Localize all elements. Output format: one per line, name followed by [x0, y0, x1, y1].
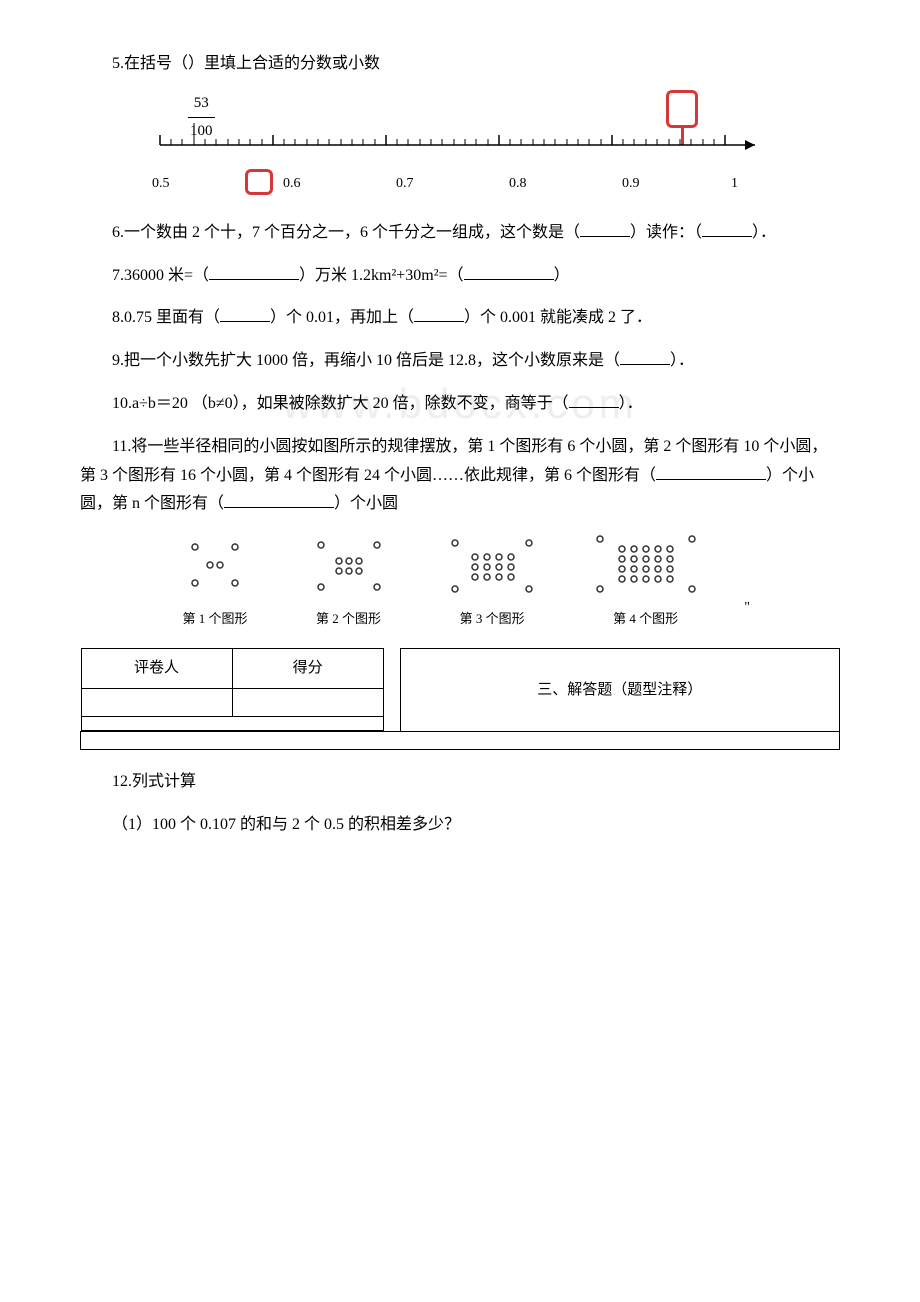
q8-prefix: 8.0.75 里面有（ [112, 309, 220, 326]
pattern-1-label: 第 1 个图形 [170, 607, 260, 630]
number-line-svg [140, 113, 780, 193]
tick-label: 0.9 [622, 171, 640, 196]
fill-blank[interactable] [580, 221, 630, 237]
score-bottom-cell [81, 717, 383, 731]
pattern-3-label: 第 3 个图形 [437, 607, 547, 630]
tick-label: 1 [731, 171, 738, 196]
q10-suffix: ）． [619, 395, 643, 412]
ditto-mark: " [744, 595, 750, 620]
watermark-container: www.bdocx.com 10.a÷b＝20 （b≠0），如果被除数扩大 20… [80, 390, 840, 419]
q7-prefix: 7.36000 米=（ [112, 267, 209, 284]
q11-figure: 第 1 个图形 第 2 个图形 [170, 533, 750, 630]
grader-header: 评卷人 [81, 649, 232, 689]
section-3-title: 三、解答题（题型注释） [400, 648, 839, 732]
fill-blank[interactable] [464, 264, 554, 280]
pattern-3: 第 3 个图形 [437, 535, 547, 630]
question-5: 5.在括号（）里填上合适的分数或小数 [80, 50, 840, 79]
q9-suffix: ）． [670, 352, 694, 369]
score-table: 评卷人 得分 三、解答题（题型注释） [80, 648, 840, 751]
tick-label: 0.7 [396, 171, 414, 196]
question-6: 6.一个数由 2 个十，7 个百分之一，6 个千分之一组成，这个数是（ ）读作：（… [80, 219, 840, 248]
q5-text: 5.在括号（）里填上合适的分数或小数 [112, 55, 380, 72]
pattern-2: 第 2 个图形 [299, 535, 399, 630]
score-header: 得分 [232, 649, 383, 689]
fill-blank[interactable] [220, 306, 270, 322]
fill-blank[interactable] [702, 221, 752, 237]
fill-blank[interactable] [620, 349, 670, 365]
question-7: 7.36000 米=（ ）万米 1.2km²+30m²=（ ） [80, 262, 840, 291]
question-10: 10.a÷b＝20 （b≠0），如果被除数扩大 20 倍，除数不变，商等于（ ）． [80, 390, 840, 419]
pattern-4-svg [586, 533, 706, 595]
question-12: 12.列式计算 [80, 768, 840, 797]
answer-box-bottom[interactable] [245, 169, 273, 195]
q12-title: 12.列式计算 [112, 773, 196, 790]
q11-suffix: ）个小圆 [334, 495, 398, 512]
q10-prefix: 10.a÷b＝20 （b≠0），如果被除数扩大 20 倍，除数不变，商等于（ [112, 395, 569, 412]
q8-mid2: ）个 0.001 就能凑成 2 了． [464, 309, 652, 326]
q6-suffix: ）． [752, 224, 776, 241]
fill-blank[interactable] [209, 264, 299, 280]
question-11: 11.将一些半径相同的小圆按如图所示的规律摆放，第 1 个图形有 6 个小圆，第… [80, 433, 840, 519]
tick-label: 0.6 [283, 171, 301, 196]
q12-sub1-text: （1）100 个 0.107 的和与 2 个 0.5 的积相差多少？ [112, 816, 460, 833]
fill-blank[interactable] [414, 306, 464, 322]
question-9: 9.把一个小数先扩大 1000 倍，再缩小 10 倍后是 12.8，这个小数原来… [80, 347, 840, 376]
grader-cell[interactable] [81, 689, 232, 717]
q5-figure: 53 100 0.5 [140, 93, 840, 203]
number-line: 53 100 0.5 [140, 93, 780, 203]
question-8: 8.0.75 里面有（ ）个 0.01，再加上（ ）个 0.001 就能凑成 2 了… [80, 304, 840, 333]
pattern-4: 第 4 个图形 [586, 533, 706, 630]
q6-prefix: 6.一个数由 2 个十，7 个百分之一，6 个千分之一组成，这个数是（ [112, 224, 580, 241]
pattern-3-svg [437, 535, 547, 595]
fill-blank[interactable] [569, 392, 619, 408]
q7-mid: ）万米 1.2km²+30m²=（ [299, 267, 464, 284]
tick-label: 0.8 [509, 171, 527, 196]
pattern-2-svg [299, 535, 399, 595]
pattern-1-svg [170, 535, 260, 595]
q8-mid1: ）个 0.01，再加上（ [270, 309, 414, 326]
q7-suffix: ） [554, 267, 570, 284]
question-12-sub1: （1）100 个 0.107 的和与 2 个 0.5 的积相差多少？ [80, 811, 840, 840]
score-cell[interactable] [232, 689, 383, 717]
fill-blank[interactable] [224, 492, 334, 508]
pattern-2-label: 第 2 个图形 [299, 607, 399, 630]
section-3-header: 评卷人 得分 三、解答题（题型注释） [80, 648, 840, 751]
fill-blank[interactable] [656, 464, 766, 480]
pattern-1: 第 1 个图形 [170, 535, 260, 630]
q6-mid: ）读作：（ [630, 224, 702, 241]
tick-label: 0.5 [152, 171, 170, 196]
q9-prefix: 9.把一个小数先扩大 1000 倍，再缩小 10 倍后是 12.8，这个小数原来… [112, 352, 620, 369]
pattern-4-label: 第 4 个图形 [586, 607, 706, 630]
